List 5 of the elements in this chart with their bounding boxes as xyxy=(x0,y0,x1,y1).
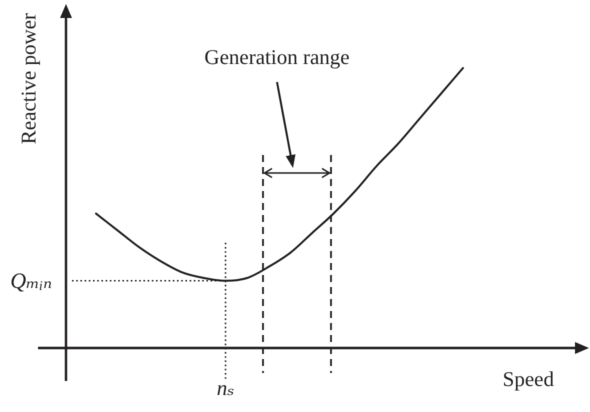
ref-line-label: Qₘᵢₙ xyxy=(10,268,52,293)
y-axis-title: Reactive power xyxy=(16,13,41,144)
annotation: Generation range xyxy=(204,45,350,69)
text: nₛ xyxy=(216,376,234,400)
x-axis-title: Speed xyxy=(502,367,554,391)
